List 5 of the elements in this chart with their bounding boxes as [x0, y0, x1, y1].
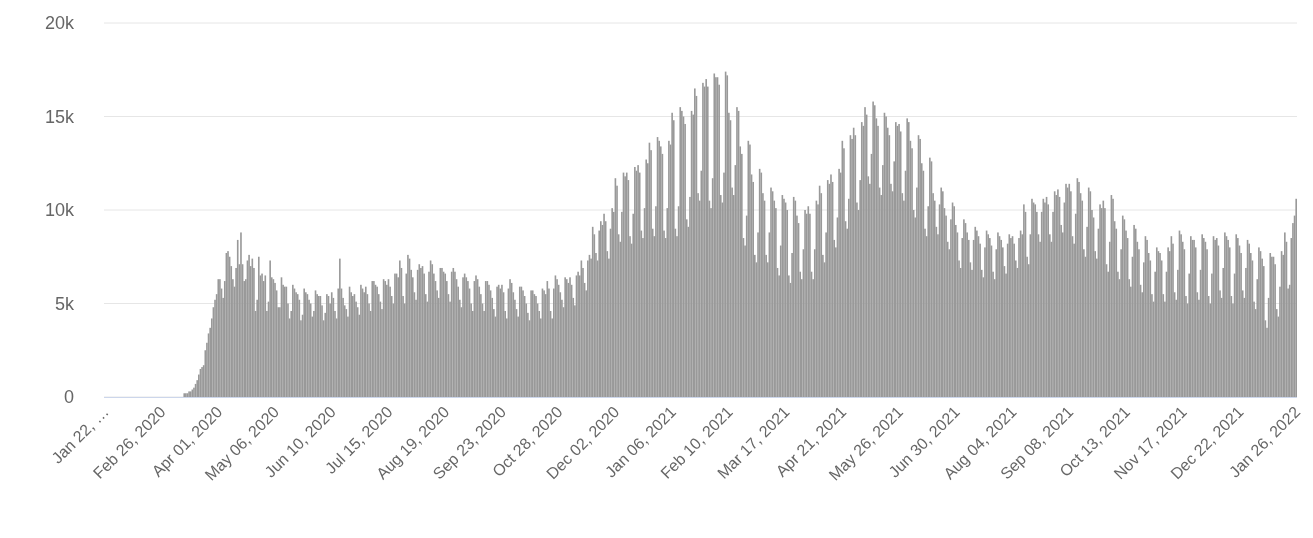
y-tick-label: 0	[63, 387, 74, 408]
y-tick-label: 5k	[54, 293, 75, 314]
y-tick-label: 10k	[44, 200, 75, 221]
y-tick-label: 20k	[44, 13, 75, 34]
y-tick-label: 15k	[44, 106, 75, 127]
